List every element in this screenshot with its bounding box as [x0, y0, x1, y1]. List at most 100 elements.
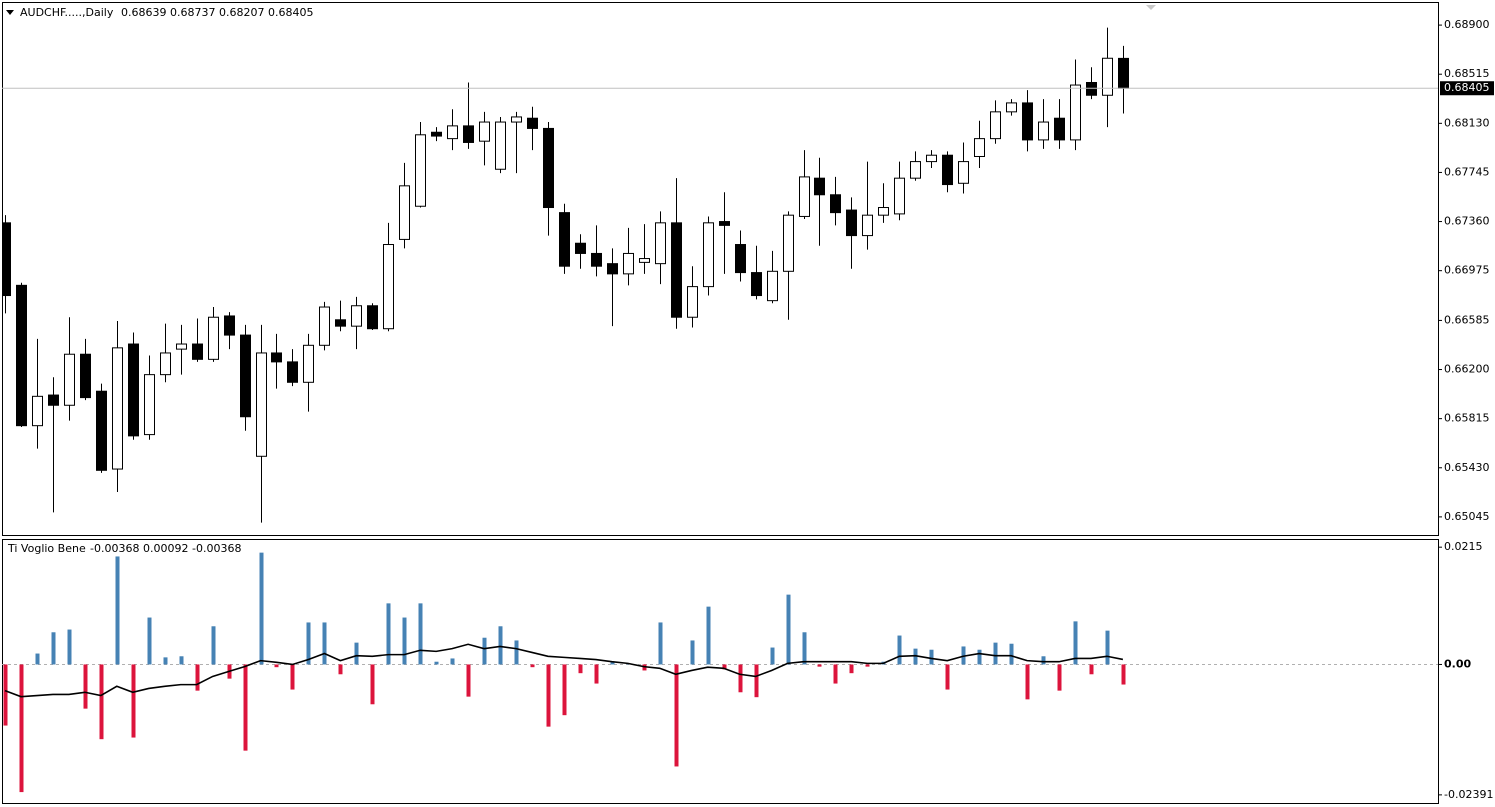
candle-body	[862, 214, 873, 237]
histogram-bar	[754, 664, 759, 698]
y-tick-label: 0.68900	[1444, 18, 1490, 31]
histogram-bar	[115, 556, 120, 665]
candle-body	[64, 353, 75, 406]
indicator-plot	[2, 552, 1438, 793]
histogram-bar	[211, 626, 216, 665]
candle-body	[303, 344, 314, 383]
candle-body	[48, 394, 59, 406]
histogram-bar	[738, 664, 743, 693]
current-price-label: 0.68405	[1444, 81, 1490, 94]
indicator-title: Ti Voglio Bene	[7, 542, 86, 555]
histogram-bar	[770, 647, 775, 665]
histogram-bar	[833, 664, 838, 684]
candle-body	[559, 212, 570, 267]
candle-body	[878, 207, 889, 216]
histogram-bar	[482, 637, 487, 665]
candle-body	[990, 111, 1001, 140]
histogram-bar	[498, 626, 503, 665]
candle-body	[623, 252, 634, 275]
histogram-bar	[306, 622, 311, 665]
histogram-bar	[1057, 664, 1062, 691]
histogram-bar	[993, 642, 998, 665]
y-tick-label: 0.65430	[1444, 461, 1490, 474]
histogram-bar	[67, 629, 72, 665]
histogram-bar	[386, 603, 391, 665]
symbol-title: AUDCHF.....,Daily	[20, 6, 114, 19]
histogram-bar	[674, 664, 679, 767]
candle-body	[160, 352, 171, 376]
candle-body	[830, 194, 841, 214]
candle-body	[687, 286, 698, 318]
histogram-bar	[945, 664, 950, 690]
y-tick-label: 0.66200	[1444, 363, 1490, 376]
histogram-bar	[562, 664, 567, 716]
histogram-bar	[802, 632, 807, 665]
histogram-bar	[849, 664, 854, 674]
histogram-bar	[179, 656, 184, 665]
candle-body	[271, 352, 282, 363]
current-price-box	[1440, 81, 1494, 96]
candle-body	[431, 131, 442, 137]
candle-body	[575, 242, 586, 254]
histogram-bar	[1105, 630, 1110, 665]
candle-body	[543, 127, 554, 209]
histogram-bar	[578, 664, 583, 674]
histogram-bar	[690, 640, 695, 665]
candle-body	[511, 116, 522, 123]
signal-line	[4, 643, 1124, 698]
y-tick-label: 0.68515	[1444, 67, 1490, 80]
candle-body	[224, 315, 235, 336]
candle-body	[1070, 84, 1081, 141]
y-tick-label: -0.02391	[1444, 788, 1493, 801]
candle-body	[894, 177, 905, 215]
histogram-bar	[290, 664, 295, 690]
histogram-bar	[3, 664, 8, 726]
candle-body	[1118, 57, 1129, 89]
low-value: 0.68207	[219, 6, 265, 19]
histogram-bar	[977, 649, 982, 665]
candle-body	[112, 347, 123, 470]
candle-body	[735, 244, 746, 274]
candle-body	[2, 222, 11, 297]
candle-body	[1086, 81, 1097, 96]
histogram-bar	[610, 661, 615, 665]
indicator-panel	[2, 539, 1439, 804]
y-tick-label: 0.65815	[1444, 412, 1490, 425]
candle-body	[671, 222, 682, 318]
histogram-bar	[897, 635, 902, 665]
candle-body	[703, 222, 714, 288]
histogram-bar	[338, 664, 343, 675]
candle-body	[639, 258, 650, 263]
histogram-bar	[131, 664, 136, 738]
y-tick-label: 0.68130	[1444, 116, 1490, 129]
candle-body	[479, 121, 490, 142]
axes: 0.68900 0.68515 0.68130 0.67745 0.67360 0.669…	[1438, 18, 1494, 801]
histogram-bar	[35, 653, 40, 665]
candle-body	[1038, 121, 1049, 141]
y-tick-label: 0.65045	[1444, 510, 1490, 523]
indicator-value: 0.00092	[143, 542, 189, 555]
histogram-bar	[466, 664, 471, 697]
candle-body	[351, 305, 362, 327]
indicator-value: -0.00368	[192, 542, 241, 555]
histogram-bar	[418, 603, 423, 665]
candle-body	[655, 222, 666, 265]
y-tick-label: 0.67360	[1444, 215, 1490, 228]
histogram-bar	[865, 664, 870, 667]
candle-body	[1054, 117, 1065, 141]
candle-body	[1006, 102, 1017, 113]
histogram-bar	[147, 617, 152, 665]
histogram-bar	[322, 622, 327, 665]
histogram-bar	[546, 664, 551, 727]
high-value: 0.68737	[170, 6, 216, 19]
candle-body	[176, 343, 187, 350]
candle-body	[591, 252, 602, 267]
candle-body	[192, 343, 203, 360]
histogram-bar	[1025, 664, 1030, 700]
histogram-bar	[99, 664, 104, 740]
indicator-value: -0.00368	[90, 542, 139, 555]
histogram-bar	[594, 664, 599, 684]
candle-body	[240, 334, 251, 418]
candle-body	[1022, 102, 1033, 141]
candle-body	[495, 121, 506, 170]
